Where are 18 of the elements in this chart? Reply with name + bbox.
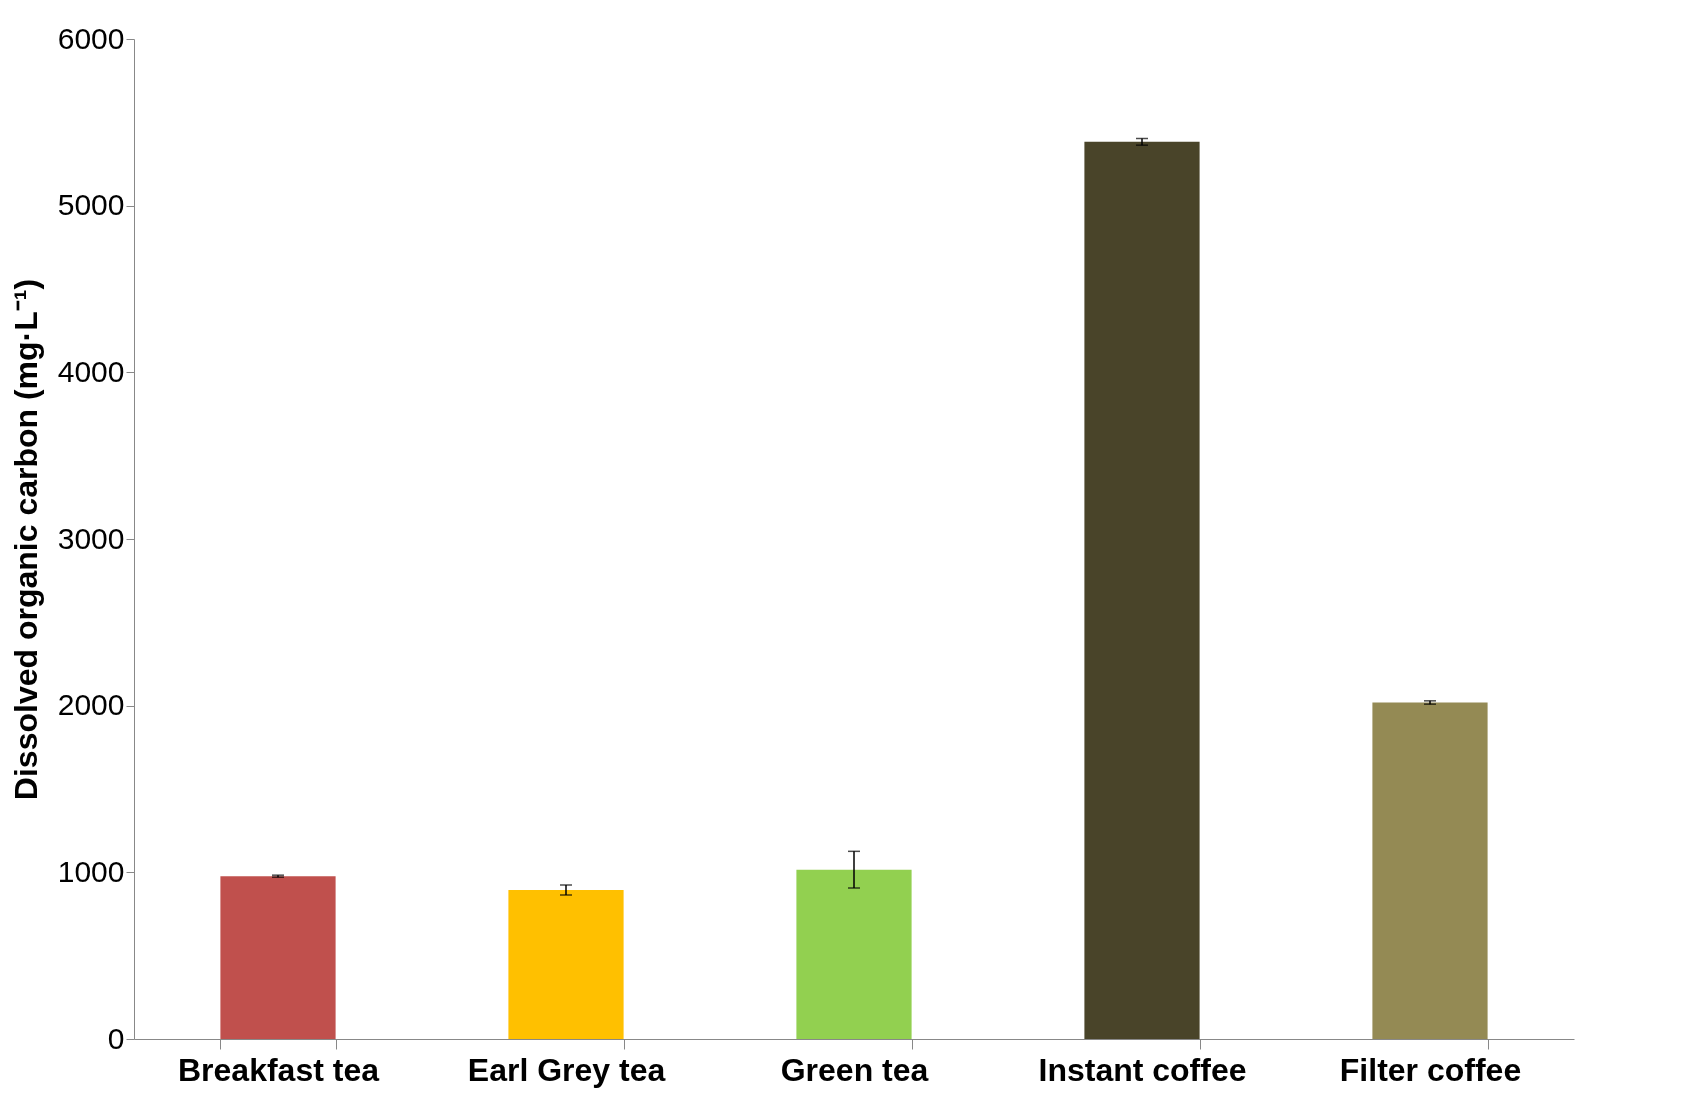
y-tick-label: 0 — [107, 1021, 125, 1055]
y-tick-label: 3000 — [57, 521, 125, 555]
bar — [796, 869, 912, 1039]
y-tick-label: 1000 — [57, 854, 125, 888]
bar — [508, 890, 624, 1039]
x-tick-label: Earl Grey tea — [467, 1051, 666, 1088]
y-tick-label: 4000 — [57, 354, 125, 388]
y-axis-title: Dissolved organic carbon (mg·L⁻¹) — [7, 278, 44, 801]
x-tick-label: Filter coffee — [1339, 1051, 1522, 1088]
bar — [1084, 141, 1200, 1039]
bar — [1372, 702, 1488, 1039]
x-tick-label: Breakfast tea — [178, 1051, 380, 1088]
x-tick-label: Green tea — [780, 1051, 929, 1088]
y-tick-label: 2000 — [57, 688, 125, 722]
x-tick-label: Instant coffee — [1038, 1051, 1247, 1088]
bar — [220, 876, 336, 1039]
y-tick-label: 5000 — [57, 188, 125, 222]
y-tick-label: 6000 — [57, 21, 125, 55]
